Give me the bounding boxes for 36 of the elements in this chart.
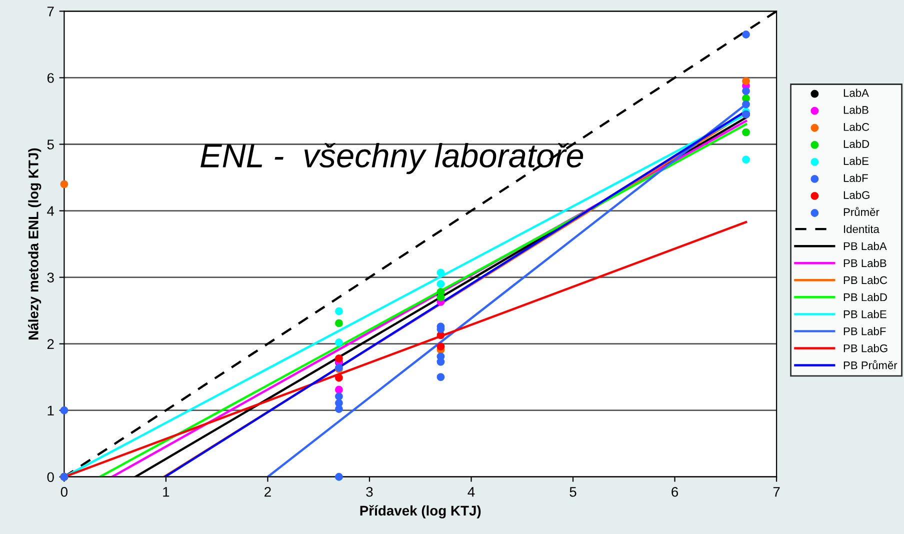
x-tick-label: 5: [570, 487, 576, 497]
y-tick-label: 3: [47, 272, 54, 282]
legend-label: Identita: [844, 224, 880, 234]
legend-label: PB LabA: [844, 242, 887, 250]
legend-label: PB LabG: [844, 344, 888, 352]
legend-label: PB LabB: [844, 258, 886, 268]
x-tick-label: 4: [468, 487, 475, 497]
x-tick-label: 2: [264, 486, 271, 497]
legend-label: PB LabD: [844, 292, 887, 302]
x-tick-label: 3: [366, 486, 373, 497]
legend-label: LabF: [844, 174, 868, 182]
legend-label: LabE: [844, 156, 868, 165]
text: ENL - všechny laboratoře: [200, 142, 584, 174]
legend-label: PB Průměr: [844, 360, 898, 370]
x-axis-title: Přídavek (log KTJ): [360, 505, 481, 518]
legend-label: PB LabF: [844, 327, 886, 336]
legend-label: PB LabC: [844, 276, 888, 284]
y-tick-label: 5: [47, 140, 54, 150]
y-tick-label: 2: [47, 339, 54, 349]
y-tick-label: 7: [47, 6, 54, 16]
legend-label: PB LabE: [844, 310, 886, 318]
y-tick-label: 1: [48, 406, 54, 416]
y-axis-title: Nálezy metoda ENL (log KTJ): [28, 148, 42, 340]
x-tick-label: 6: [672, 486, 678, 497]
y-tick-label: 4: [47, 206, 54, 216]
legend-label: Průměr: [844, 206, 880, 216]
legend-label: LabB: [844, 106, 868, 114]
legend-label: LabG: [844, 190, 870, 200]
y-tick-label: 6: [47, 73, 54, 83]
legend-label: LabD: [844, 140, 870, 148]
y-tick-label: 0: [47, 472, 54, 482]
x-tick-label: 1: [163, 487, 170, 497]
x-tick-label: 0: [60, 486, 68, 497]
x-tick-label: 7: [773, 487, 780, 497]
legend-label: LabC: [844, 122, 870, 131]
legend-label: LabA: [844, 88, 869, 97]
